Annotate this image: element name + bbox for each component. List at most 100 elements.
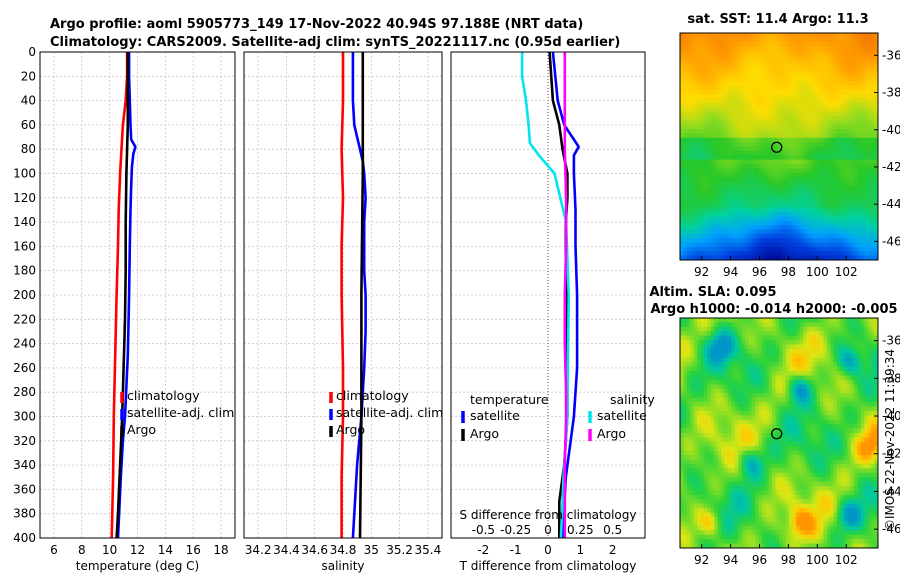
sst-map-pixel xyxy=(871,150,875,156)
sst-map-pixel xyxy=(785,89,790,95)
sst-map-pixel xyxy=(826,181,831,187)
sst-map-pixel xyxy=(720,102,725,108)
sst-map-pixel xyxy=(761,220,766,226)
sst-map-pixel xyxy=(816,194,821,200)
sst-map-pixel xyxy=(826,33,831,38)
sla-map-pixel xyxy=(806,402,811,407)
sla-map-pixel xyxy=(758,428,763,434)
sst-map-pixel xyxy=(857,133,862,139)
sst-map-pixel xyxy=(819,177,824,182)
sla-map-pixel xyxy=(744,446,749,452)
sst-map-pixel xyxy=(819,225,824,230)
sla-map-pixel xyxy=(826,406,831,412)
sst-map-pixel xyxy=(765,120,770,126)
sla-map-pixel xyxy=(840,415,845,421)
sst-map-pixel xyxy=(700,242,705,248)
sst-map-pixel xyxy=(765,220,770,226)
sst-map-pixel xyxy=(840,159,845,165)
sla-map-pixel xyxy=(854,384,858,390)
sla-map-pixel xyxy=(874,424,879,429)
sla-map-pixel xyxy=(717,362,722,368)
sla-map-pixel xyxy=(850,375,855,381)
sst-map-pixel xyxy=(874,229,879,235)
sst-map-pixel xyxy=(864,255,869,261)
sst-map-pixel xyxy=(693,94,698,99)
sla-map-pixel xyxy=(816,406,821,412)
sst-map-pixel xyxy=(785,198,790,204)
sla-map-pixel xyxy=(680,393,684,399)
sst-map-pixel xyxy=(755,142,759,147)
sst-map-pixel xyxy=(850,177,855,182)
sst-map-pixel xyxy=(751,211,756,217)
sst-map-pixel xyxy=(819,133,824,139)
sla-map-pixel xyxy=(724,388,729,394)
sla-map-pixel xyxy=(720,379,725,385)
sla-map-pixel xyxy=(772,344,776,350)
sst-map-pixel xyxy=(683,46,688,51)
sst-map-pixel xyxy=(819,111,824,117)
sst-map-pixel xyxy=(833,59,838,64)
sla-map-pixel xyxy=(693,340,698,345)
sla-map-pixel xyxy=(802,384,807,390)
sla-map-pixel xyxy=(697,450,701,456)
sst-map-pixel xyxy=(850,207,855,213)
sla-map-pixel xyxy=(720,410,725,416)
sst-map-pixel xyxy=(823,142,828,147)
sst-map-pixel xyxy=(847,155,852,160)
sst-map-pixel xyxy=(837,67,841,73)
sla-map-pixel xyxy=(809,415,814,421)
sst-map-pixel xyxy=(683,102,688,108)
sla-map-pixel xyxy=(809,419,814,425)
sla-map-pixel xyxy=(823,446,828,452)
sst-map-pixel xyxy=(758,246,763,252)
sst-map-pixel xyxy=(864,33,869,38)
sst-map-pixel xyxy=(707,41,712,47)
sla-map-pixel xyxy=(720,371,725,376)
sst-map-pixel xyxy=(710,72,715,78)
sst-map-pixel xyxy=(765,198,770,204)
sst-map-pixel xyxy=(792,242,797,248)
depth-tick-label: 80 xyxy=(21,142,36,156)
sst-map-pixel xyxy=(789,94,794,99)
sst-map-pixel xyxy=(799,177,804,182)
sst-map-pixel xyxy=(700,107,705,112)
sst-map-pixel xyxy=(792,46,797,51)
sst-map-pixel xyxy=(833,129,838,134)
sla-map-pixel xyxy=(765,406,770,412)
sst-map-pixel xyxy=(720,94,725,99)
sst-map-pixel xyxy=(816,98,821,104)
sst-map-pixel xyxy=(806,59,811,64)
sst-map-pixel xyxy=(789,98,794,104)
sst-map-pixel xyxy=(785,120,790,126)
sst-map-pixel xyxy=(734,94,739,99)
sla-map-pixel xyxy=(741,366,746,372)
sla-map-pixel xyxy=(796,344,800,350)
sla-map-pixel xyxy=(802,446,807,452)
sst-map-pixel xyxy=(857,50,862,56)
sst-map-pixel xyxy=(850,216,855,222)
sst-map-pixel xyxy=(690,185,695,191)
sst-map-pixel xyxy=(837,246,841,252)
sst-map-pixel xyxy=(826,233,831,239)
sla-map-pixel xyxy=(796,353,800,359)
sla-map-pixel xyxy=(755,433,759,438)
sst-map-pixel xyxy=(809,163,814,169)
sst-map-pixel xyxy=(727,168,732,174)
sst-map-pixel xyxy=(755,194,759,200)
sst-map-pixel xyxy=(871,246,875,252)
sla-map-pixel xyxy=(751,441,756,447)
sla-map-pixel xyxy=(826,402,831,407)
sla-map-pixel xyxy=(816,388,821,394)
sst-map-pixel xyxy=(738,85,742,91)
sst-map-pixel xyxy=(796,54,800,60)
sst-map-pixel xyxy=(796,242,800,248)
sla-map-pixel xyxy=(830,433,835,438)
sla-map-pixel xyxy=(758,402,763,407)
sst-map-pixel xyxy=(775,177,780,182)
sla-map-pixel xyxy=(813,397,817,403)
sst-map-pixel xyxy=(840,150,845,156)
sst-map-pixel xyxy=(761,142,766,147)
sst-map-pixel xyxy=(809,155,814,160)
sst-map-pixel xyxy=(802,98,807,104)
sst-map-pixel xyxy=(751,94,756,99)
